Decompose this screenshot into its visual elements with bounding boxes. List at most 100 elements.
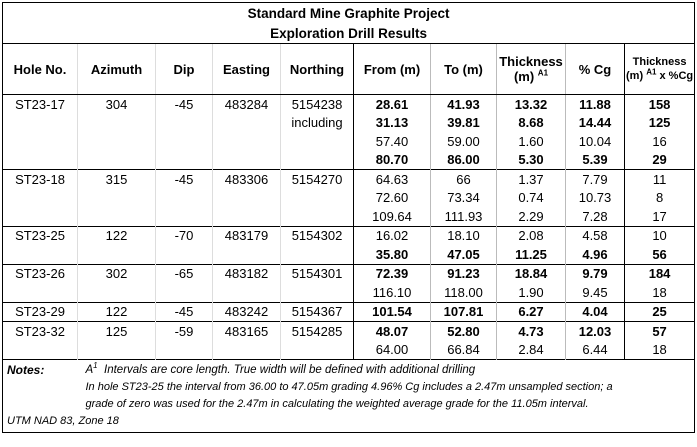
header-txcg-top: Thickness bbox=[632, 56, 687, 68]
cell-dip bbox=[155, 245, 213, 264]
header-to: To (m) bbox=[430, 43, 497, 95]
cell-dip: -65 bbox=[155, 263, 213, 283]
cell-thickness: 2.84 bbox=[496, 340, 566, 360]
cell-easting bbox=[212, 113, 281, 132]
cell-to: 111.93 bbox=[430, 207, 497, 226]
header-row: Hole No. Azimuth Dip Easting Northing Fr… bbox=[2, 43, 696, 95]
cell-hole-no bbox=[2, 188, 78, 207]
cell-easting bbox=[212, 207, 281, 226]
cell-hole-no bbox=[2, 245, 78, 264]
notes-row-3: UTM NAD 83, Zone 18 bbox=[1, 413, 696, 433]
cell-to: 118.00 bbox=[430, 283, 497, 302]
header-thickness-unit: (m) bbox=[513, 69, 535, 84]
cell-thickness: 4.73 bbox=[496, 321, 566, 341]
cell-azimuth bbox=[77, 132, 156, 151]
cell-thickness-x-cg: 158 bbox=[624, 94, 696, 114]
cell-thickness: 0.74 bbox=[496, 188, 566, 207]
cell-easting bbox=[212, 150, 281, 170]
cell-thickness-x-cg: 29 bbox=[624, 150, 696, 170]
header-txcg-pre: (m) bbox=[626, 70, 644, 82]
cell-azimuth bbox=[77, 340, 156, 360]
note-1-sup: 1 bbox=[93, 361, 98, 371]
table-row: 109.64 111.93 2.29 7.28 17 bbox=[2, 207, 696, 226]
cell-dip bbox=[155, 207, 213, 226]
table-row: 64.00 66.84 2.84 6.44 18 bbox=[2, 340, 696, 360]
cell-northing: 5154302 bbox=[280, 225, 354, 245]
cell-hole-no: ST23-29 bbox=[2, 301, 78, 322]
cell-easting: 483306 bbox=[212, 169, 281, 189]
cell-dip: -59 bbox=[155, 321, 213, 341]
cell-to: 18.10 bbox=[430, 225, 497, 245]
cell-dip bbox=[155, 188, 213, 207]
cell-azimuth: 315 bbox=[77, 169, 156, 189]
cell-from: 116.10 bbox=[353, 283, 431, 302]
header-easting: Easting bbox=[212, 43, 281, 95]
cell-easting bbox=[212, 188, 281, 207]
cell-cg: 10.04 bbox=[565, 132, 625, 151]
header-txcg-post: x %Cg bbox=[659, 70, 694, 82]
cell-to: 107.81 bbox=[430, 301, 497, 322]
cell-thickness: 1.90 bbox=[496, 283, 566, 302]
cell-thickness-x-cg: 16 bbox=[624, 132, 696, 151]
cell-thickness-x-cg: 25 bbox=[624, 301, 696, 322]
cell-dip bbox=[155, 132, 213, 151]
cell-azimuth: 122 bbox=[77, 225, 156, 245]
cell-northing: 5154301 bbox=[280, 263, 354, 283]
cell-northing: 5154285 bbox=[280, 321, 354, 341]
cell-from: 72.39 bbox=[353, 263, 431, 283]
table-row: ST23-25 122 -70 483179 5154302 16.02 18.10 2.08… bbox=[2, 225, 696, 245]
cell-cg: 4.58 bbox=[565, 225, 625, 245]
table-row: ST23-29 122 -45 483242 5154367 101.54 107.81 6.… bbox=[2, 301, 696, 322]
cell-from: 64.00 bbox=[353, 340, 431, 360]
cell-cg: 14.44 bbox=[565, 113, 625, 132]
cell-thickness: 6.27 bbox=[496, 301, 566, 322]
cell-northing bbox=[280, 188, 354, 207]
cell-thickness-x-cg: 11 bbox=[624, 169, 696, 189]
cell-thickness-x-cg: 18 bbox=[624, 340, 696, 360]
cell-hole-no: ST23-18 bbox=[2, 169, 78, 189]
cell-azimuth bbox=[77, 283, 156, 302]
header-thickness-sup: A1 bbox=[537, 68, 549, 78]
table-body: ST23-17 304 -45 483284 5154238 28.61 41.93 13.3… bbox=[2, 94, 696, 360]
cell-northing: 5154367 bbox=[280, 301, 354, 322]
cell-northing bbox=[280, 150, 354, 170]
cell-thickness-x-cg: 18 bbox=[624, 283, 696, 302]
header-northing: Northing bbox=[280, 43, 354, 95]
note-1-text: Intervals are core length. True width wi… bbox=[104, 364, 476, 376]
cell-to: 41.93 bbox=[430, 94, 497, 114]
cell-hole-no bbox=[2, 150, 78, 170]
cell-from: 16.02 bbox=[353, 225, 431, 245]
cell-azimuth: 302 bbox=[77, 263, 156, 283]
cell-from: 80.70 bbox=[353, 150, 431, 170]
cell-easting: 483165 bbox=[212, 321, 281, 341]
cell-from: 48.07 bbox=[353, 321, 431, 341]
cell-hole-no bbox=[2, 283, 78, 302]
title-row-1: Standard Mine Graphite Project bbox=[1, 2, 696, 23]
cell-hole-no: ST23-32 bbox=[2, 321, 78, 341]
cell-easting bbox=[212, 245, 281, 264]
cell-azimuth bbox=[77, 188, 156, 207]
cell-northing bbox=[280, 132, 354, 151]
note-2-line-a: In hole ST23-25 the interval from 36.00 … bbox=[85, 381, 613, 393]
table-row: 116.10 118.00 1.90 9.45 18 bbox=[2, 283, 696, 302]
cell-dip: -45 bbox=[155, 94, 213, 114]
cell-azimuth: 122 bbox=[77, 301, 156, 322]
cell-dip: -45 bbox=[155, 301, 213, 322]
header-thickness: Thickness (m) A1 bbox=[496, 43, 566, 95]
cell-easting: 483242 bbox=[212, 301, 281, 322]
cell-thickness: 18.84 bbox=[496, 263, 566, 283]
cell-thickness-x-cg: 57 bbox=[624, 321, 696, 341]
header-cg: % Cg bbox=[565, 43, 625, 95]
table-row: ST23-26 302 -65 483182 5154301 72.39 91.23 18.8… bbox=[2, 263, 696, 283]
cell-from: 72.60 bbox=[353, 188, 431, 207]
header-dip: Dip bbox=[155, 43, 213, 95]
cell-azimuth: 304 bbox=[77, 94, 156, 114]
note-1: A1 Intervals are core length. True width… bbox=[77, 359, 696, 379]
note-3: UTM NAD 83, Zone 18 bbox=[1, 413, 696, 433]
header-hole-no: Hole No. bbox=[2, 43, 78, 95]
cell-from: 64.63 bbox=[353, 169, 431, 189]
cell-easting bbox=[212, 340, 281, 360]
cell-cg: 11.88 bbox=[565, 94, 625, 114]
cell-dip: -45 bbox=[155, 169, 213, 189]
cell-to: 66 bbox=[430, 169, 497, 189]
